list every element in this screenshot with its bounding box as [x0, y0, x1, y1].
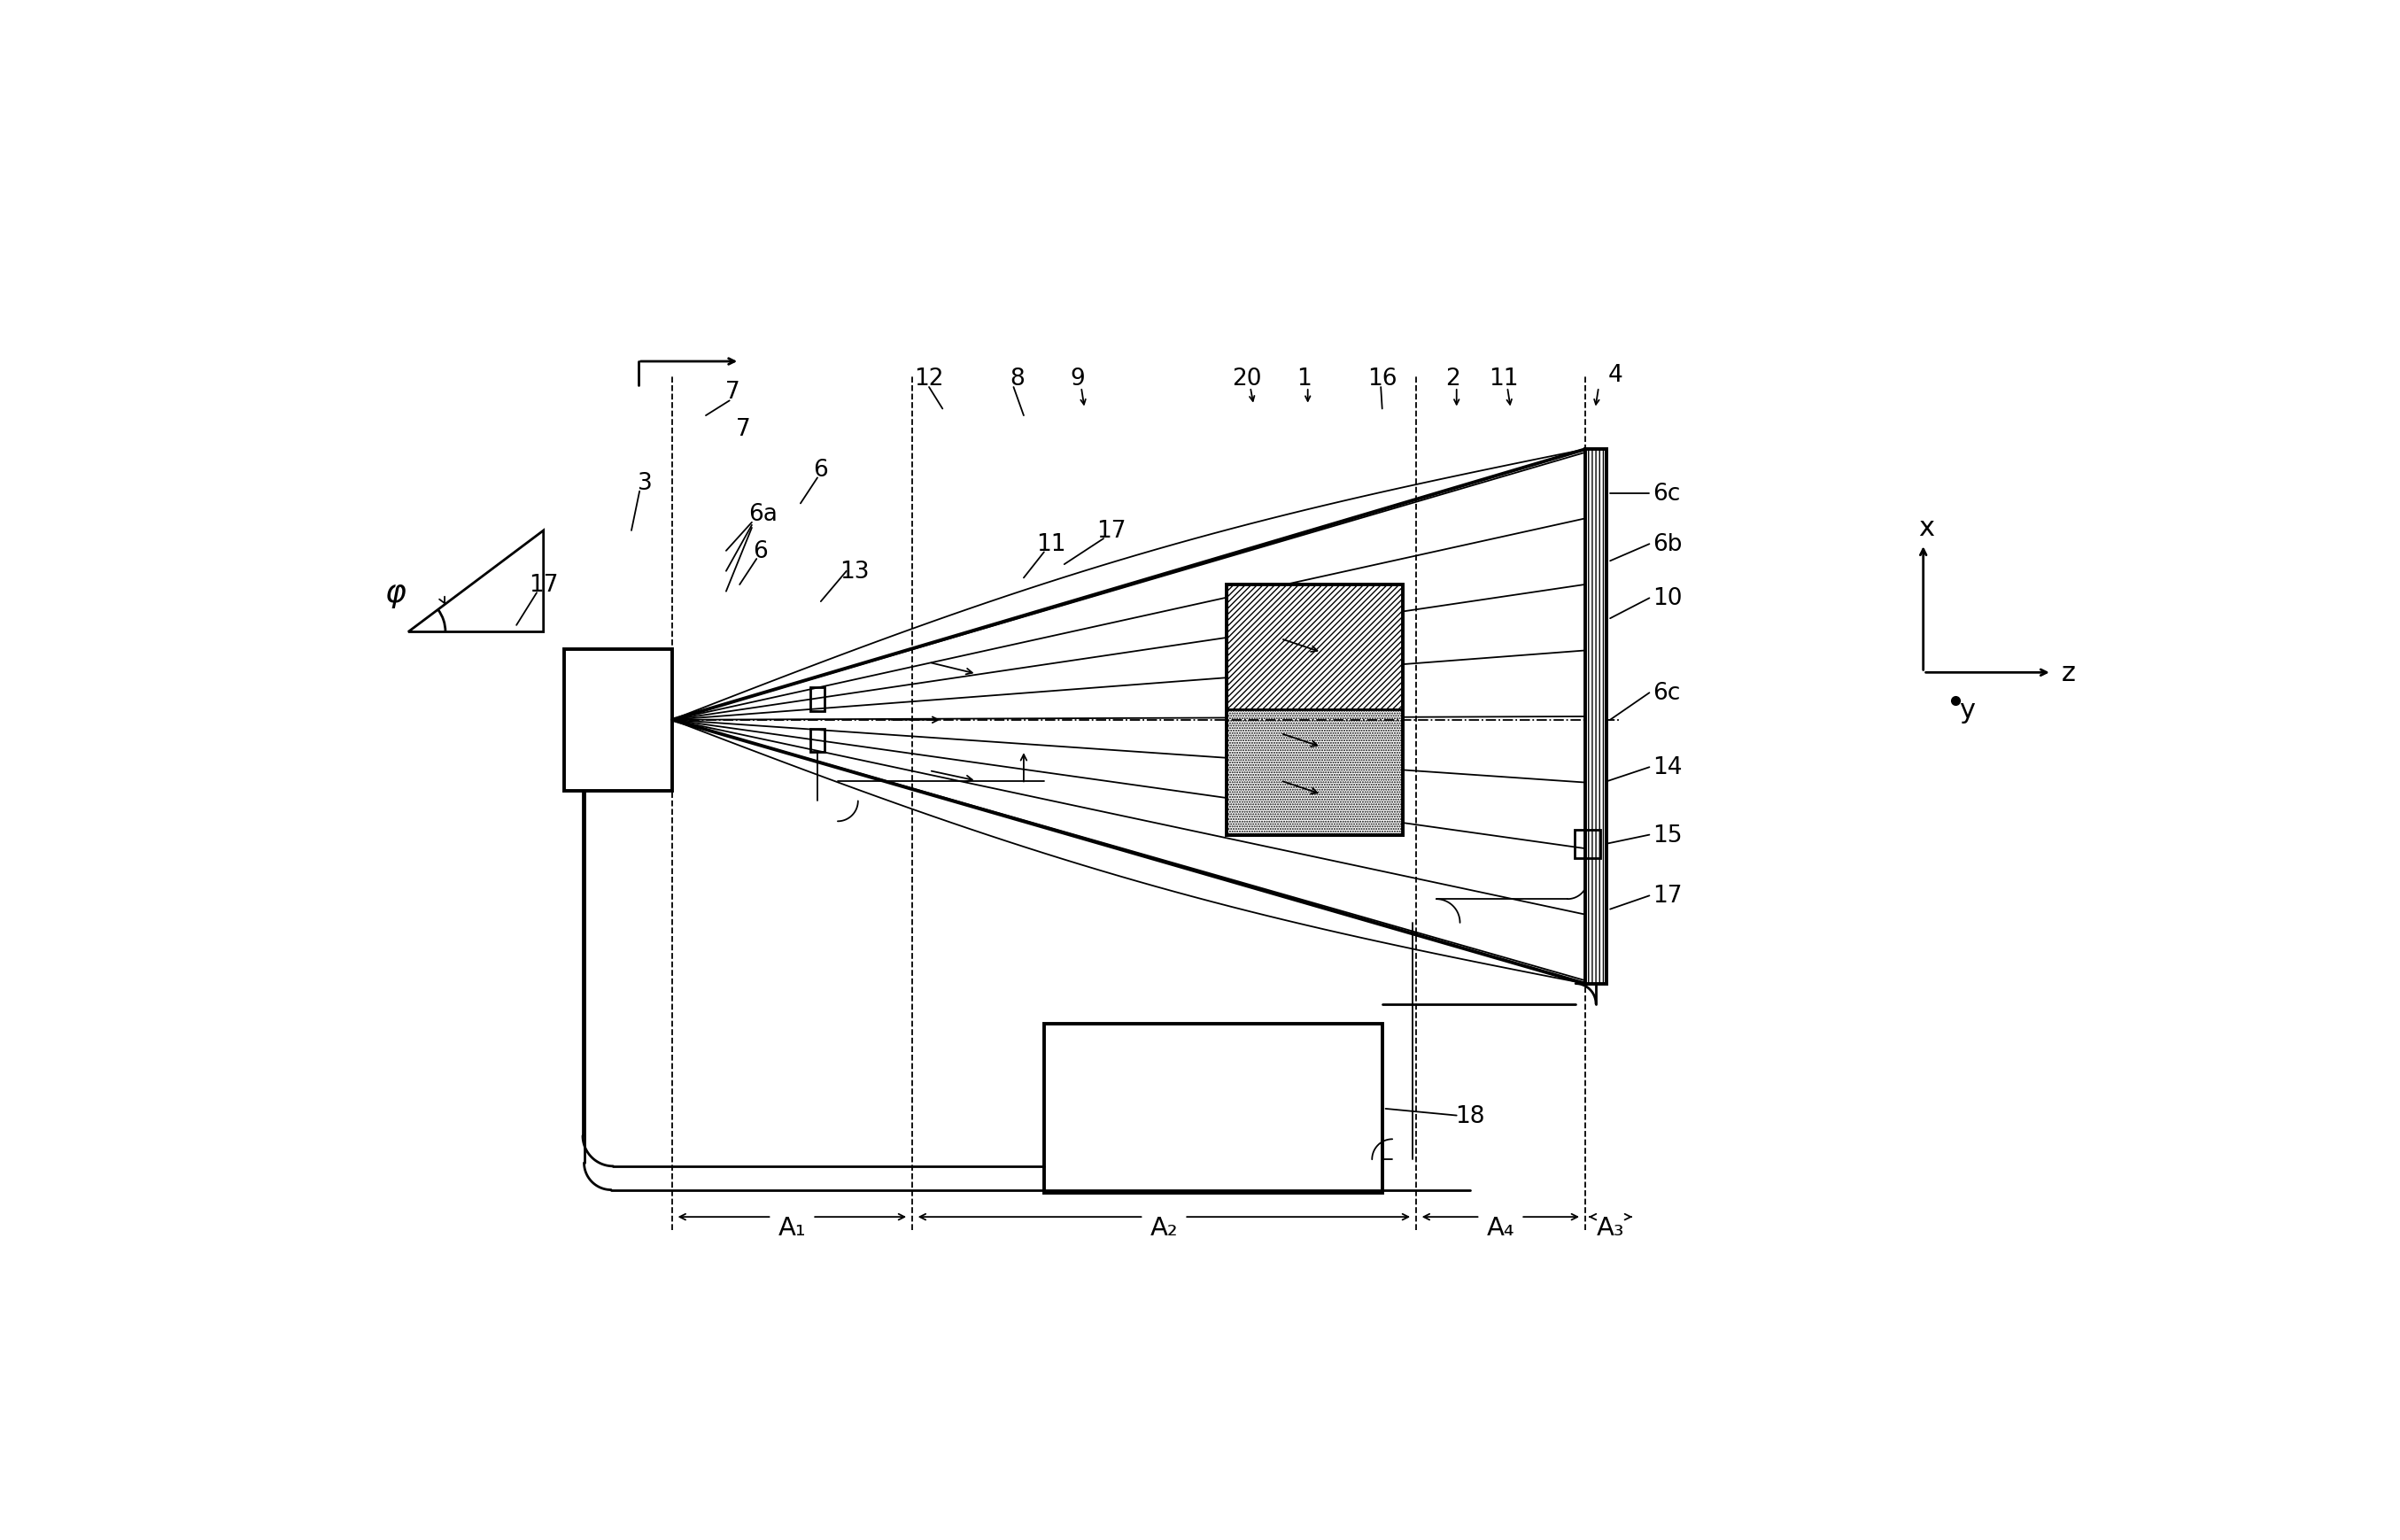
Text: x: x — [1918, 514, 1934, 541]
Text: 13: 13 — [840, 561, 869, 584]
Text: A₃: A₃ — [1596, 1215, 1625, 1240]
Text: 11: 11 — [1037, 533, 1066, 556]
Text: 2: 2 — [1445, 368, 1462, 391]
Text: A₄: A₄ — [1486, 1215, 1514, 1240]
Text: 16: 16 — [1368, 368, 1397, 391]
Text: 11: 11 — [1488, 368, 1519, 391]
Text: 3: 3 — [638, 473, 653, 496]
Bar — [564, 650, 672, 792]
Text: A₁: A₁ — [778, 1215, 806, 1240]
Bar — [1226, 710, 1402, 835]
Text: 6: 6 — [754, 539, 768, 562]
Text: $\varphi$: $\varphi$ — [384, 581, 408, 610]
Text: A₂: A₂ — [1150, 1215, 1178, 1240]
Text: 6a: 6a — [749, 502, 778, 525]
Bar — [1584, 450, 1606, 984]
Text: 7: 7 — [725, 380, 739, 403]
Text: 17: 17 — [1654, 884, 1682, 907]
Text: 17: 17 — [528, 573, 559, 596]
Bar — [809, 728, 826, 753]
Bar — [1226, 585, 1402, 710]
Text: 20: 20 — [1231, 368, 1262, 391]
Text: 6c: 6c — [1654, 482, 1680, 505]
Text: 6b: 6b — [1654, 533, 1682, 556]
Bar — [1226, 585, 1402, 835]
Text: 1: 1 — [1296, 368, 1313, 391]
Text: 12: 12 — [914, 368, 943, 391]
Text: 10: 10 — [1654, 587, 1682, 610]
Text: 7: 7 — [737, 417, 751, 440]
Bar — [1044, 1024, 1382, 1194]
Bar — [1574, 830, 1601, 859]
Text: 9: 9 — [1070, 368, 1085, 391]
Bar — [809, 688, 826, 711]
Text: z: z — [2062, 661, 2076, 685]
Text: y: y — [1958, 698, 1975, 722]
Text: 6c: 6c — [1654, 682, 1680, 705]
Text: 6: 6 — [814, 459, 828, 482]
Text: 14: 14 — [1654, 756, 1682, 779]
Text: 4: 4 — [1608, 363, 1622, 387]
Text: 18: 18 — [1454, 1104, 1486, 1127]
Text: 15: 15 — [1654, 824, 1682, 847]
Text: 8: 8 — [1010, 368, 1025, 391]
Text: 17: 17 — [1097, 519, 1126, 542]
